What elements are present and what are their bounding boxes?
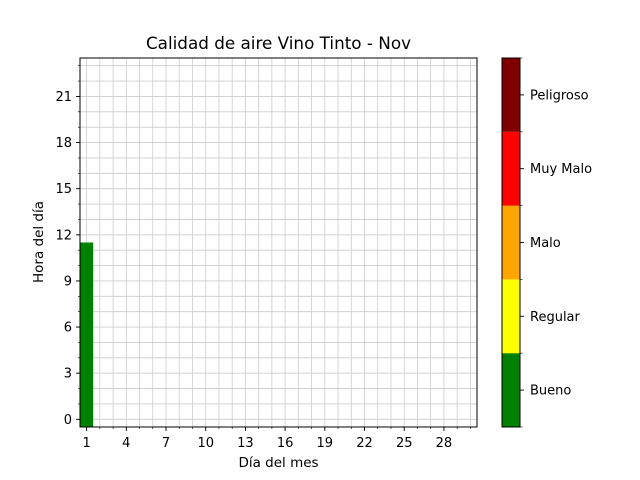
plot-area: 1 4 7 10 13 16 19 22 25 28 0 3 6 9 12 15 18 21: [55, 57, 478, 451]
x-tick-label: 13: [237, 436, 254, 451]
x-axis-label: Día del mes: [238, 455, 318, 471]
y-tick-label: 12: [55, 228, 72, 243]
x-tick-label: 28: [436, 436, 453, 451]
colorbar-label: Muy Malo: [530, 162, 592, 177]
colorbar-label: Malo: [530, 236, 561, 251]
colorbar-segment-peligroso: [502, 58, 520, 132]
y-tick-label: 21: [55, 90, 72, 105]
x-tick-label: 22: [356, 436, 373, 451]
grid: [80, 58, 477, 427]
y-tick-label: 3: [64, 367, 72, 382]
plot-frame: [79, 57, 478, 428]
chart-title: Calidad de aire Vino Tinto - Nov: [146, 33, 411, 53]
x-tick-label: 4: [122, 436, 130, 451]
x-tick-label: 19: [317, 436, 334, 451]
colorbar-label: Bueno: [530, 384, 571, 399]
colorbar-label: Peligroso: [530, 88, 589, 103]
heatmap-cell-0: [80, 242, 94, 427]
x-tick-label: 16: [277, 436, 294, 451]
y-tick-label: 6: [64, 321, 72, 336]
colorbar-segment-bueno: [502, 353, 520, 427]
colorbar-segment-muy-malo: [502, 131, 520, 206]
x-tick-label: 10: [197, 436, 214, 451]
colorbar-segment-regular: [502, 279, 520, 354]
colorbar-label: Regular: [530, 310, 581, 325]
y-tick-label: 9: [64, 274, 72, 289]
y-tick-label: 15: [55, 182, 72, 197]
colorbar-legend: Bueno Regular Malo Muy Malo Peligroso: [501, 57, 592, 428]
y-tick-label: 18: [55, 136, 72, 151]
x-tick-label: 1: [82, 436, 90, 451]
y-axis-label: Hora del día: [31, 201, 47, 283]
x-tick-label: 25: [396, 436, 413, 451]
y-tick-label: 0: [64, 413, 72, 428]
x-tick-label: 7: [162, 436, 170, 451]
colorbar-segment-malo: [502, 205, 520, 280]
